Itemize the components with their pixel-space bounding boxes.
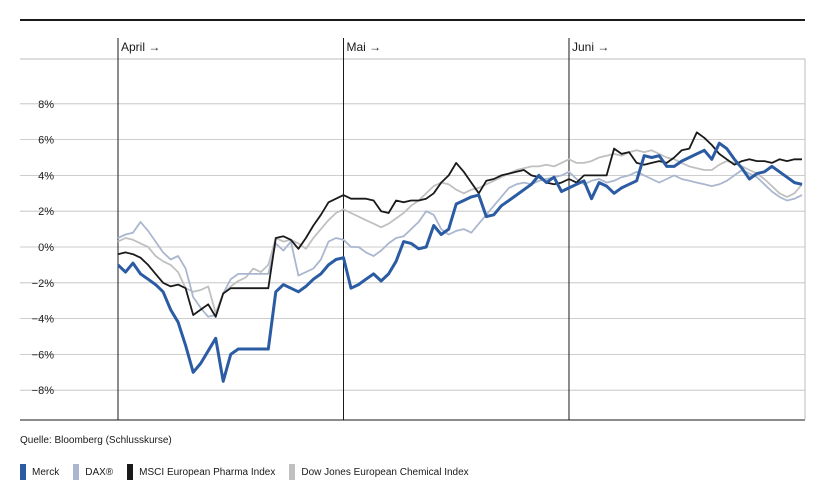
- month-labels: April → Mai → Juni →: [121, 40, 609, 54]
- month-label: Mai →: [346, 40, 381, 54]
- series-line-2: [117, 131, 802, 318]
- legend-label: Dow Jones European Chemical Index: [301, 466, 469, 478]
- y-axis-labels: 8% 6% 4% 2% 0% −2% −4% −6% −8%: [32, 99, 55, 397]
- y-tick-label: 8%: [38, 99, 54, 111]
- series-line-0: [117, 149, 803, 315]
- legend-item: MSCI European Pharma Index: [127, 464, 275, 480]
- legend-swatch: [20, 464, 26, 480]
- y-tick-label: 6%: [38, 135, 54, 147]
- y-tick-label: −4%: [32, 314, 55, 326]
- y-tick-label: 4%: [38, 170, 54, 182]
- month-lines: [117, 38, 570, 420]
- legend-item: Dow Jones European Chemical Index: [289, 464, 469, 480]
- series-lines: [116, 131, 803, 383]
- legend-item: DAX®: [73, 464, 113, 480]
- legend-swatch: [127, 464, 134, 480]
- gridlines: [20, 103, 805, 391]
- legend-label: DAX®: [85, 466, 114, 478]
- legend: Merck DAX® MSCI European Pharma Index Dow J…: [20, 464, 483, 480]
- y-tick-label: −6%: [32, 349, 55, 361]
- legend-swatch: [73, 464, 80, 480]
- series-line-1: [117, 169, 803, 318]
- y-tick-label: 2%: [38, 206, 54, 218]
- month-label: Juni →: [572, 40, 609, 54]
- y-tick-label: 0%: [38, 242, 54, 254]
- month-label: April →: [121, 40, 160, 54]
- y-tick-label: −2%: [32, 278, 55, 290]
- legend-item: Merck: [20, 464, 59, 480]
- legend-label: MSCI European Pharma Index: [139, 466, 276, 478]
- y-tick-label: −8%: [32, 385, 55, 397]
- series-line-3: [116, 141, 803, 383]
- chart: 8% 6% 4% 2% 0% −2% −4% −6% −8% April → Mai → Juni …: [20, 19, 806, 421]
- legend-swatch: [289, 464, 296, 480]
- legend-label: Merck: [32, 466, 60, 478]
- source-note: Quelle: Bloomberg (Schlusskurse): [20, 435, 172, 446]
